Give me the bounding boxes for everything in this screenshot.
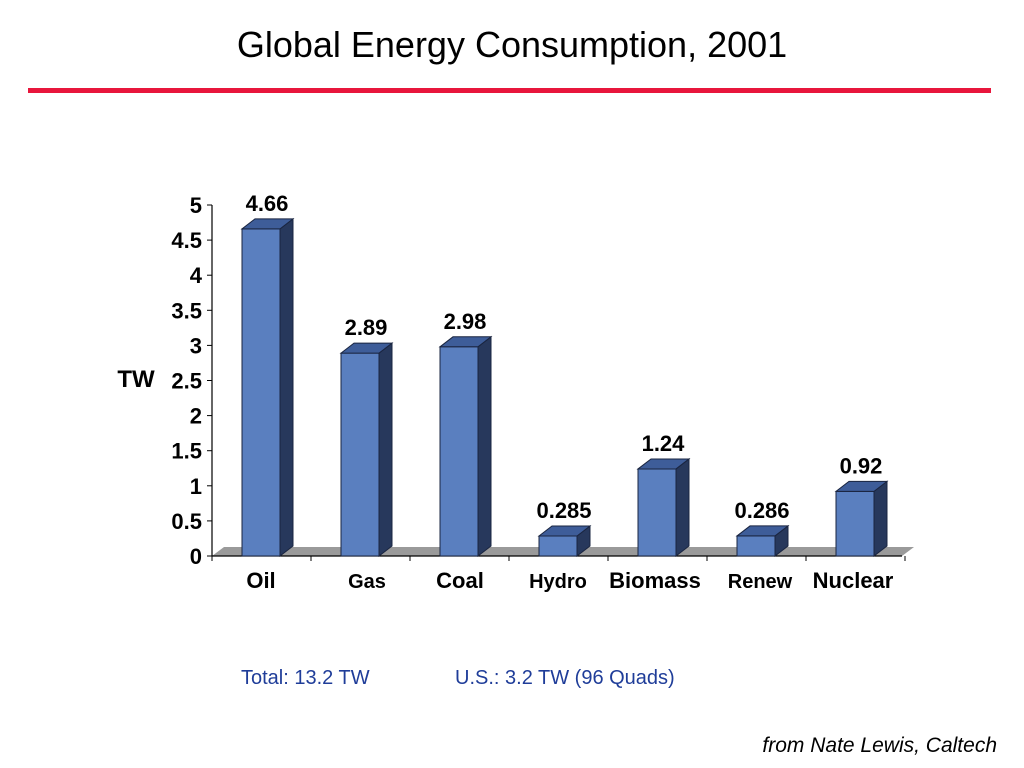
y-tick-label: 0.5 bbox=[171, 509, 202, 534]
y-tick-label: 1.5 bbox=[171, 439, 202, 464]
data-label-coal: 2.98 bbox=[444, 309, 487, 334]
bar-gas bbox=[340, 352, 380, 557]
y-tick-label: 3.5 bbox=[171, 298, 202, 323]
y-tick-label: 5 bbox=[190, 193, 202, 218]
y-tick-label: 3 bbox=[190, 333, 202, 358]
bar-nuclear bbox=[835, 490, 875, 557]
bar-biomass bbox=[637, 468, 677, 557]
y-tick-label: 4.5 bbox=[171, 228, 202, 253]
title-rule bbox=[28, 88, 991, 93]
source-credit: from Nate Lewis, Caltech bbox=[762, 734, 997, 757]
category-label-biomass: Biomass bbox=[609, 568, 701, 593]
x-axis-labels: Oil Gas Coal Hydro Biomass Renew Nuclear bbox=[246, 568, 893, 593]
data-label-biomass: 1.24 bbox=[642, 431, 686, 456]
us-consumption-note: U.S.: 3.2 TW (96 Quads) bbox=[455, 667, 675, 689]
category-label-renew: Renew bbox=[728, 571, 793, 593]
y-tick-label: 0 bbox=[190, 544, 202, 569]
data-label-oil: 4.66 bbox=[246, 191, 289, 216]
bar-side-nuclear bbox=[873, 480, 888, 558]
bar-top-gas bbox=[339, 342, 394, 354]
y-tick-label: 4 bbox=[190, 263, 203, 288]
y-tick-label: 2.5 bbox=[171, 369, 202, 394]
bar-side-oil bbox=[279, 217, 294, 558]
category-label-nuclear: Nuclear bbox=[813, 568, 894, 593]
data-label-renew: 0.286 bbox=[734, 498, 789, 523]
bar-top-coal bbox=[438, 336, 493, 348]
category-label-coal: Coal bbox=[436, 568, 484, 593]
data-label-gas: 2.89 bbox=[345, 315, 388, 340]
bar-top-hydro bbox=[537, 525, 592, 537]
data-labels: 4.66 2.89 2.98 0.285 1.24 0.286 0.92 bbox=[246, 191, 883, 523]
total-note: Total: 13.2 TW bbox=[241, 667, 370, 689]
bars bbox=[240, 217, 889, 558]
bar-oil bbox=[241, 228, 281, 557]
y-tick-label: 2 bbox=[190, 404, 202, 429]
slide-title: Global Energy Consumption, 2001 bbox=[236, 24, 788, 65]
category-label-hydro: Hydro bbox=[529, 571, 587, 593]
bar-top-nuclear bbox=[834, 480, 889, 492]
bar-side-coal bbox=[477, 335, 492, 558]
category-label-oil: Oil bbox=[246, 568, 275, 593]
bar-coal bbox=[439, 346, 479, 557]
bar-top-renew bbox=[735, 525, 790, 537]
category-label-gas: Gas bbox=[348, 571, 386, 593]
y-axis: 0 0.5 1 1.5 2 2.5 3 3.5 4 4.5 5 TW bbox=[117, 193, 906, 569]
bar-side-biomass bbox=[675, 457, 690, 558]
data-label-hydro: 0.285 bbox=[536, 498, 591, 523]
bar-renew bbox=[736, 535, 776, 557]
data-label-nuclear: 0.92 bbox=[840, 453, 883, 478]
bar-side-gas bbox=[378, 342, 393, 558]
y-tick-label: 1 bbox=[190, 474, 202, 499]
bar-hydro bbox=[538, 535, 578, 557]
y-axis-title: TW bbox=[117, 366, 155, 393]
bar-top-biomass bbox=[636, 458, 691, 470]
bar-top-oil bbox=[240, 218, 295, 230]
